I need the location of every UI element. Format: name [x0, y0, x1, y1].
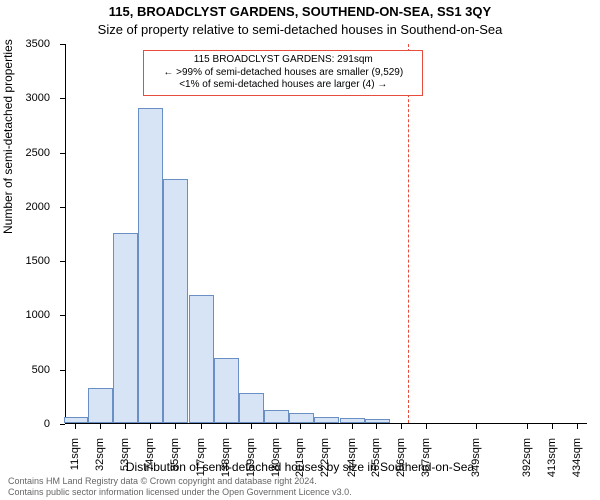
x-tick: [476, 424, 477, 429]
x-tick: [150, 424, 151, 429]
histogram-bar: [214, 358, 239, 423]
y-tick-label: 500: [0, 364, 50, 376]
annotation-line1: 115 BROADCLYST GARDENS: 291sqm: [150, 54, 416, 67]
histogram-bar: [189, 295, 214, 423]
x-axis-title: Distribution of semi-detached houses by …: [0, 460, 600, 474]
histogram-bar: [88, 388, 113, 423]
x-tick: [577, 424, 578, 429]
annotation-line3: <1% of semi-detached houses are larger (…: [150, 79, 416, 92]
x-tick: [552, 424, 553, 429]
x-tick: [527, 424, 528, 429]
x-tick: [352, 424, 353, 429]
y-tick-label: 3500: [0, 38, 50, 50]
histogram-bar: [64, 417, 89, 424]
y-tick-label: 1500: [0, 255, 50, 267]
y-tick-label: 2000: [0, 201, 50, 213]
x-tick: [226, 424, 227, 429]
y-tick-label: 3000: [0, 92, 50, 104]
histogram-bar: [138, 108, 163, 423]
x-tick: [325, 424, 326, 429]
histogram-bar: [314, 417, 339, 424]
page-title-line2: Size of property relative to semi-detach…: [0, 22, 600, 37]
histogram-bar: [365, 419, 390, 423]
x-tick: [100, 424, 101, 429]
histogram-bar: [264, 410, 289, 423]
x-tick: [426, 424, 427, 429]
y-tick-label: 1000: [0, 309, 50, 321]
x-tick: [300, 424, 301, 429]
page-title-line1: 115, BROADCLYST GARDENS, SOUTHEND-ON-SEA…: [0, 4, 600, 19]
histogram-bar: [163, 179, 188, 423]
histogram-bar: [340, 418, 365, 423]
histogram-bar: [239, 393, 264, 423]
x-tick: [175, 424, 176, 429]
x-tick: [75, 424, 76, 429]
y-tick: [60, 424, 65, 425]
histogram-bar: [289, 413, 314, 423]
y-tick-label: 0: [0, 418, 50, 430]
x-tick: [125, 424, 126, 429]
x-tick: [201, 424, 202, 429]
histogram-bar: [113, 233, 138, 423]
x-tick: [251, 424, 252, 429]
histogram-plot: 115 BROADCLYST GARDENS: 291sqm ← >99% of…: [65, 44, 587, 424]
footer-line2: Contains public sector information licen…: [8, 487, 352, 498]
annotation-box: 115 BROADCLYST GARDENS: 291sqm ← >99% of…: [143, 50, 423, 96]
x-tick: [376, 424, 377, 429]
reference-line: [408, 44, 409, 423]
footer-attribution: Contains HM Land Registry data © Crown c…: [8, 476, 352, 498]
annotation-line2: ← >99% of semi-detached houses are small…: [150, 67, 416, 80]
x-tick: [401, 424, 402, 429]
x-tick: [276, 424, 277, 429]
y-tick-label: 2500: [0, 147, 50, 159]
footer-line1: Contains HM Land Registry data © Crown c…: [8, 476, 352, 487]
